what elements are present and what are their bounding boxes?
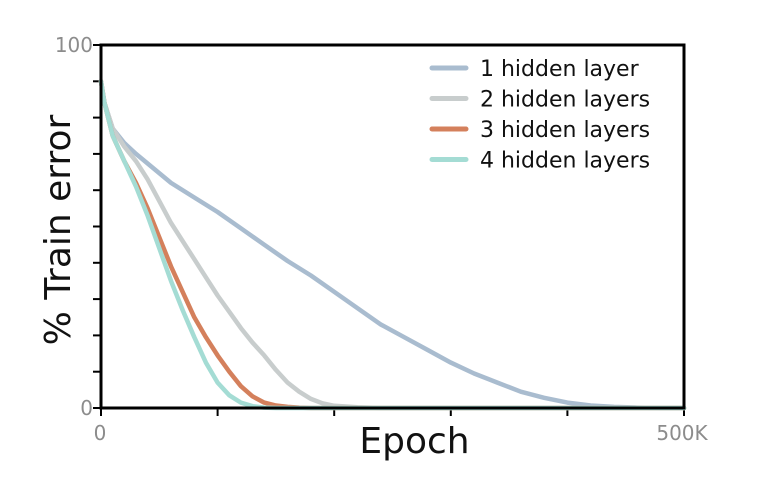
legend: 1 hidden layer 2 hidden layers 3 hidden la… xyxy=(429,57,650,174)
x-axis-title: Epoch xyxy=(359,421,469,462)
legend-label-1: 1 hidden layer xyxy=(480,57,640,82)
x-tick-label-0: 0 xyxy=(94,421,107,445)
series-line-1 xyxy=(98,79,687,411)
legend-label-2: 2 hidden layers xyxy=(480,88,650,113)
tick-labels: 0 100 0 500K xyxy=(55,33,709,445)
plot-frame xyxy=(99,43,686,410)
legend-label-3: 3 hidden layers xyxy=(480,118,650,143)
x-tick-label-5: 500K xyxy=(656,421,708,445)
y-axis-title: % Train error xyxy=(38,114,79,345)
y-tick-label-10: 100 xyxy=(55,33,93,57)
y-tick-label-0: 0 xyxy=(80,396,93,420)
legend-label-4: 4 hidden layers xyxy=(480,149,650,174)
